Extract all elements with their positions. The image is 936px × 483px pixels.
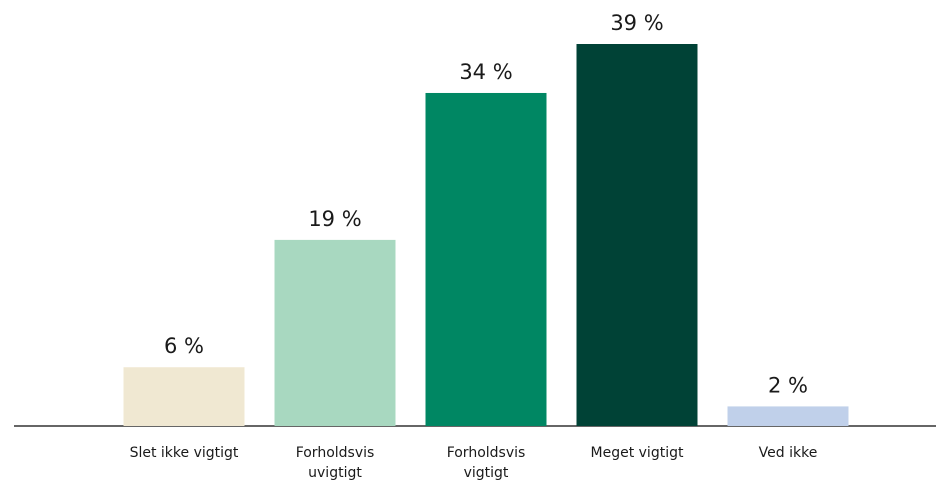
bar	[727, 406, 849, 426]
value-label: 34 %	[459, 60, 512, 84]
x-tick-label: Forholdsvis uvigtigt	[295, 445, 375, 481]
value-label: 2 %	[768, 373, 808, 397]
bar	[576, 44, 698, 426]
x-tick-label: Forholdsvis vigtigt	[446, 445, 526, 481]
x-tick-label: Ved ikke	[758, 445, 818, 461]
bar	[425, 92, 547, 426]
value-label: 6 %	[164, 334, 204, 358]
value-label: 19 %	[308, 207, 361, 231]
bar	[123, 367, 245, 426]
x-tick-label: Meget vigtigt	[590, 445, 684, 461]
bar	[274, 239, 396, 426]
value-label: 39 %	[610, 11, 663, 35]
x-tick-label: Slet ikke vigtigt	[129, 445, 239, 461]
